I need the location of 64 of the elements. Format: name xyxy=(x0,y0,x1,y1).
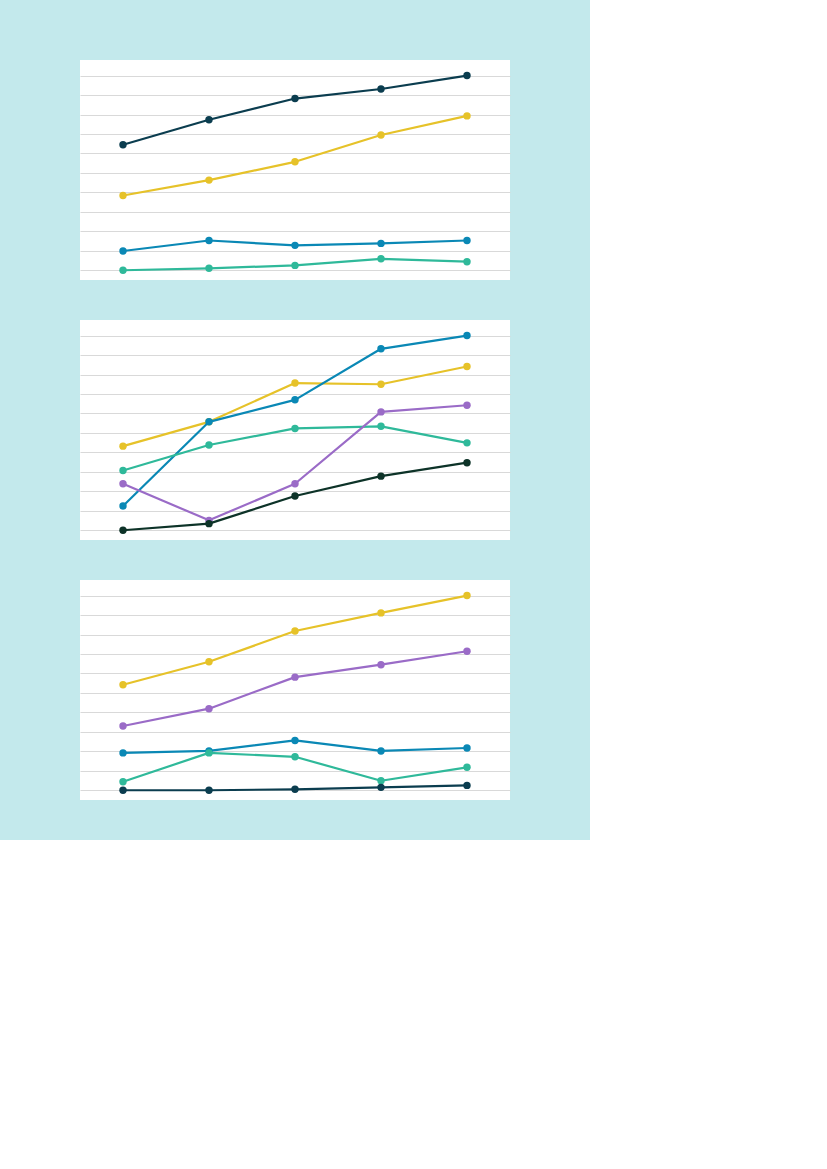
point xyxy=(205,786,213,794)
point xyxy=(463,459,471,467)
point xyxy=(463,744,471,752)
point xyxy=(119,786,127,794)
point xyxy=(119,681,127,689)
point xyxy=(291,673,299,681)
point xyxy=(291,492,299,500)
point xyxy=(291,627,299,635)
point xyxy=(119,140,127,149)
point xyxy=(291,241,299,250)
point xyxy=(463,331,471,340)
point xyxy=(377,85,385,93)
point xyxy=(463,401,471,409)
point xyxy=(119,247,127,255)
point xyxy=(377,660,385,669)
point xyxy=(377,239,385,248)
point xyxy=(119,722,127,730)
point xyxy=(463,258,471,266)
point xyxy=(377,255,385,263)
point xyxy=(377,380,385,388)
point xyxy=(119,526,127,534)
point xyxy=(205,264,213,273)
point xyxy=(119,778,127,786)
point xyxy=(119,502,127,510)
point xyxy=(377,472,385,480)
point xyxy=(377,422,385,430)
point xyxy=(291,480,299,488)
point xyxy=(377,747,385,755)
point xyxy=(463,439,471,447)
point xyxy=(291,396,299,404)
point xyxy=(463,781,471,790)
point xyxy=(291,753,299,761)
point xyxy=(291,785,299,793)
point xyxy=(377,783,385,792)
point xyxy=(291,379,299,387)
point xyxy=(119,191,127,200)
point xyxy=(463,112,471,120)
point xyxy=(205,441,213,449)
point xyxy=(463,362,471,371)
point xyxy=(463,71,471,80)
point xyxy=(119,749,127,757)
point xyxy=(377,408,385,416)
point xyxy=(119,480,127,488)
point xyxy=(119,466,127,475)
point xyxy=(463,647,471,655)
point xyxy=(377,777,385,785)
point xyxy=(205,658,213,666)
point xyxy=(205,236,213,245)
point xyxy=(291,736,299,745)
point xyxy=(291,424,299,433)
point xyxy=(463,236,471,245)
point xyxy=(119,266,127,274)
point xyxy=(377,609,385,617)
point xyxy=(205,176,213,184)
point xyxy=(291,158,299,166)
point xyxy=(291,261,299,270)
point xyxy=(291,94,299,103)
point xyxy=(119,442,127,450)
point xyxy=(463,591,471,600)
point xyxy=(377,131,385,139)
point xyxy=(377,345,385,353)
point xyxy=(205,116,213,124)
point xyxy=(463,763,471,771)
point xyxy=(205,704,213,713)
